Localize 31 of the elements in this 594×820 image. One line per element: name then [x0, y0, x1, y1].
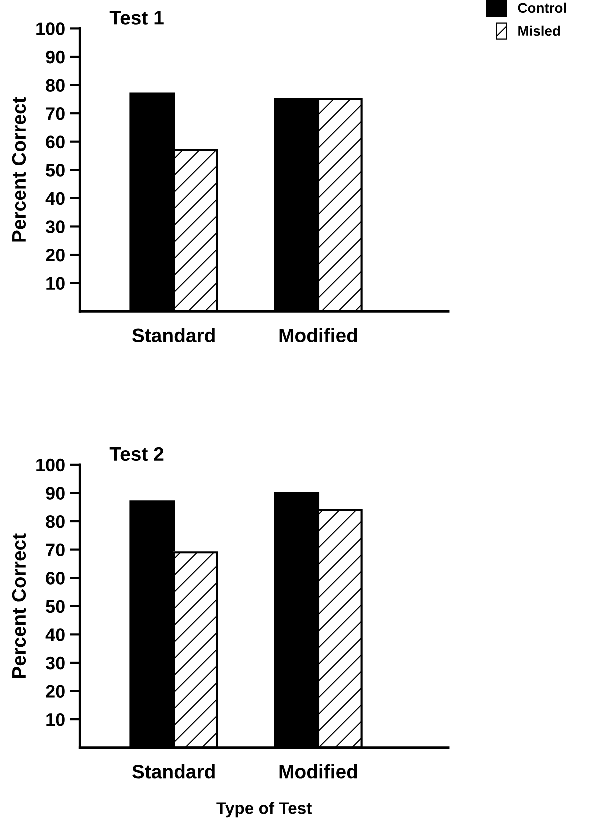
- y-tick-label: 50: [46, 164, 65, 177]
- x-tick-label: Modified: [280, 328, 358, 343]
- y-tick-label: 90: [46, 50, 65, 64]
- y-tick-label: 40: [46, 628, 65, 642]
- x-tick-label: Standard: [132, 328, 215, 343]
- y-tick-label: 60: [46, 572, 65, 585]
- y-tick-label: 70: [46, 108, 65, 120]
- chart-title: Test 2: [110, 447, 164, 462]
- y-tick-label: 70: [46, 544, 65, 557]
- y-tick-label: 90: [46, 487, 65, 500]
- y-tick-label: 30: [46, 656, 65, 670]
- text: Misled: [518, 26, 560, 36]
- y-tick-label: 20: [46, 248, 65, 262]
- y-tick-label: 10: [46, 277, 65, 290]
- y-tick-label: 60: [46, 136, 65, 149]
- y-tick-label: 40: [46, 192, 65, 206]
- y-tick-label: 100: [36, 458, 65, 472]
- y-tick-label: 80: [46, 515, 65, 528]
- x-tick-label: Standard: [132, 764, 215, 779]
- x-tick-label: Modified: [280, 764, 358, 779]
- y-axis-title: Percent Correct: [12, 97, 26, 242]
- legend-label: Control: [518, 2, 566, 14]
- y-tick-label: 80: [46, 79, 65, 92]
- chart-title: Test 1: [110, 11, 164, 25]
- y-tick-label: 30: [46, 220, 65, 234]
- x-axis-title: Type of Test: [216, 802, 312, 818]
- y-tick-label: 100: [36, 22, 65, 36]
- y-tick-label: 20: [46, 685, 65, 698]
- y-tick-label: 50: [46, 600, 65, 614]
- y-axis-title: Percent Correct: [12, 534, 26, 678]
- y-tick-label: 10: [46, 713, 65, 726]
